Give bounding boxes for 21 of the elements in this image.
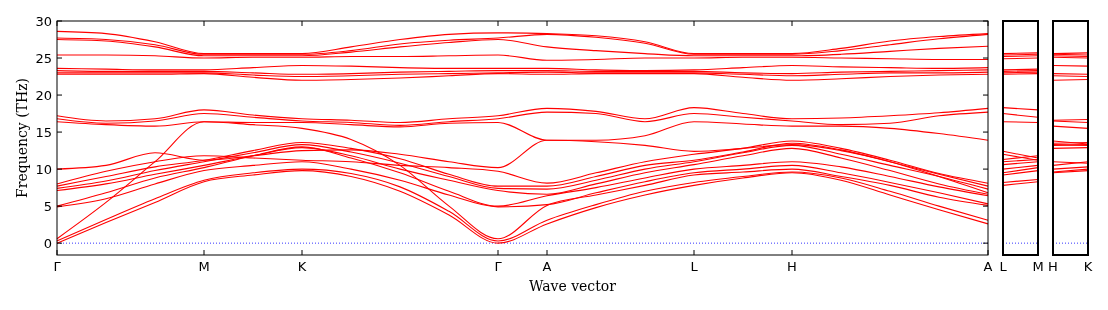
x-tick-label: M: [198, 259, 210, 274]
x-tick-label: M: [1032, 259, 1044, 274]
y-tick-label: 30: [35, 13, 52, 29]
x-tick-label: H: [787, 259, 797, 274]
y-tick-label: 0: [43, 235, 52, 251]
y-tick-label: 10: [35, 161, 52, 177]
x-tick-label: K: [297, 259, 307, 274]
y-tick-label: 15: [35, 124, 52, 140]
x-axis-title: Wave vector: [529, 278, 617, 294]
x-tick-label: K: [1083, 259, 1093, 274]
y-tick-label: 20: [35, 87, 52, 103]
y-tick-label: 25: [35, 50, 52, 66]
x-tick-label: L: [690, 259, 699, 274]
x-tick-label: A: [542, 259, 552, 274]
x-tick-label: Γ: [494, 259, 503, 274]
y-tick-label: 5: [43, 198, 52, 214]
x-tick-label: H: [1048, 259, 1058, 274]
y-axis-title: Frequency (THz): [14, 77, 30, 199]
x-tick-label: Γ: [53, 259, 62, 274]
x-tick-label: A: [983, 259, 993, 274]
x-tick-label: L: [999, 259, 1008, 274]
